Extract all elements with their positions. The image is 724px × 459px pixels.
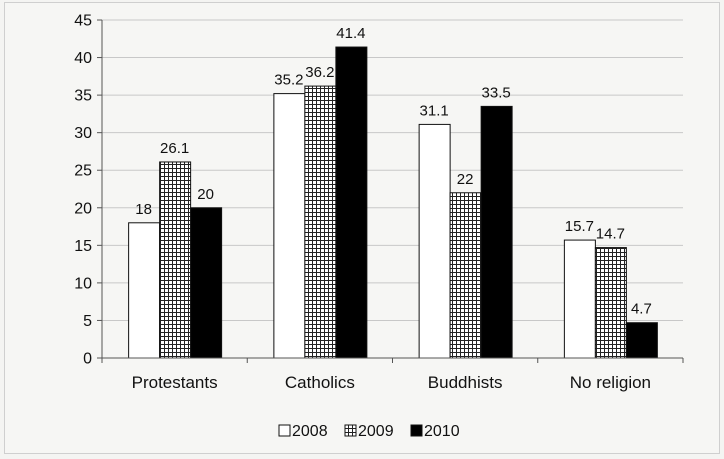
data-label: 14.7 <box>596 226 625 243</box>
legend-swatch-2008 <box>278 424 291 437</box>
data-label: 36.2 <box>305 64 334 81</box>
y-tick-label: 10 <box>74 275 92 292</box>
bar-2009-no-religion <box>594 247 627 359</box>
data-label: 22 <box>457 171 474 188</box>
data-label: 26.1 <box>160 140 189 157</box>
y-axis-ticks: 0 5 10 15 20 25 30 35 40 45 <box>74 13 102 368</box>
data-label: 15.7 <box>565 218 594 235</box>
bar-2010-protestants <box>190 207 223 359</box>
y-tick-label: 30 <box>74 125 92 142</box>
bar-2009-buddhists <box>449 192 482 359</box>
bar-2008-no-religion <box>563 239 596 359</box>
bar-2009-catholics <box>304 85 337 359</box>
y-tick-label: 25 <box>74 163 92 180</box>
bar-2010-catholics <box>335 46 368 359</box>
y-tick-label: 15 <box>74 238 92 255</box>
bar-2010-no-religion <box>625 322 658 359</box>
y-tick-label: 0 <box>83 351 92 368</box>
y-tick-label: 20 <box>74 200 92 217</box>
data-label: 20 <box>197 186 214 203</box>
x-category-label: Catholics <box>285 373 355 392</box>
legend-label-2010: 2010 <box>424 423 460 440</box>
data-label: 41.4 <box>336 25 365 42</box>
bar-2008-catholics <box>273 93 306 359</box>
data-label: 18 <box>135 201 152 218</box>
data-label: 31.1 <box>420 102 449 119</box>
x-category-label: Buddhists <box>428 373 503 392</box>
y-tick-label: 5 <box>83 313 92 330</box>
x-axis-categories: Protestants Catholics Buddhists No religion <box>101 358 684 392</box>
bar-2010-buddhists <box>480 105 513 359</box>
x-category-label: Protestants <box>132 373 218 392</box>
data-label: 33.5 <box>482 84 511 101</box>
bar-2008-buddhists <box>418 123 451 359</box>
y-tick-label: 40 <box>74 50 92 67</box>
legend-label-2008: 2008 <box>292 423 328 440</box>
legend-swatch-2010 <box>410 424 423 437</box>
bars: 18 26.1 20 35.2 36.2 41.4 31.1 22 33.5 15.7 14.7 4.… <box>128 25 658 359</box>
legend-label-2009: 2009 <box>358 423 394 440</box>
x-category-label: No religion <box>570 373 651 392</box>
bar-2008-protestants <box>128 222 161 359</box>
data-label: 35.2 <box>274 72 303 89</box>
y-tick-label: 35 <box>74 88 92 105</box>
y-tick-label: 45 <box>74 13 92 30</box>
data-label: 4.7 <box>631 301 652 318</box>
legend: 2008 2009 2010 <box>278 423 460 440</box>
bar-2009-protestants <box>159 161 192 359</box>
legend-swatch-2009 <box>344 424 357 437</box>
